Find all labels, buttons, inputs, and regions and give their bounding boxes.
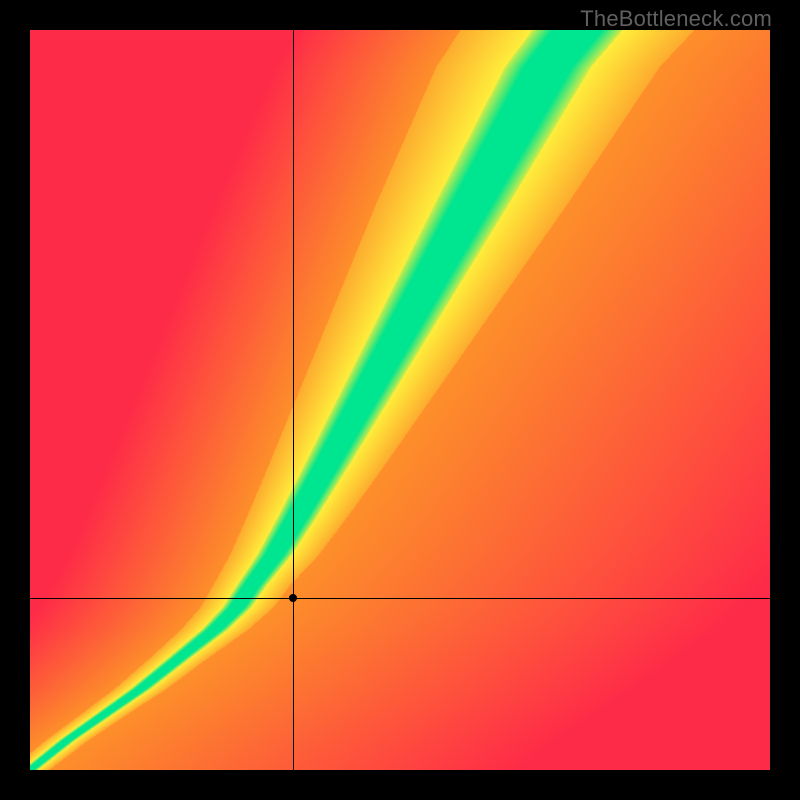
- heatmap-plot: [30, 30, 770, 770]
- crosshair-vertical: [293, 30, 294, 770]
- watermark-text: TheBottleneck.com: [580, 6, 772, 32]
- crosshair-dot: [289, 594, 297, 602]
- crosshair-horizontal: [30, 598, 770, 599]
- heatmap-canvas: [30, 30, 770, 770]
